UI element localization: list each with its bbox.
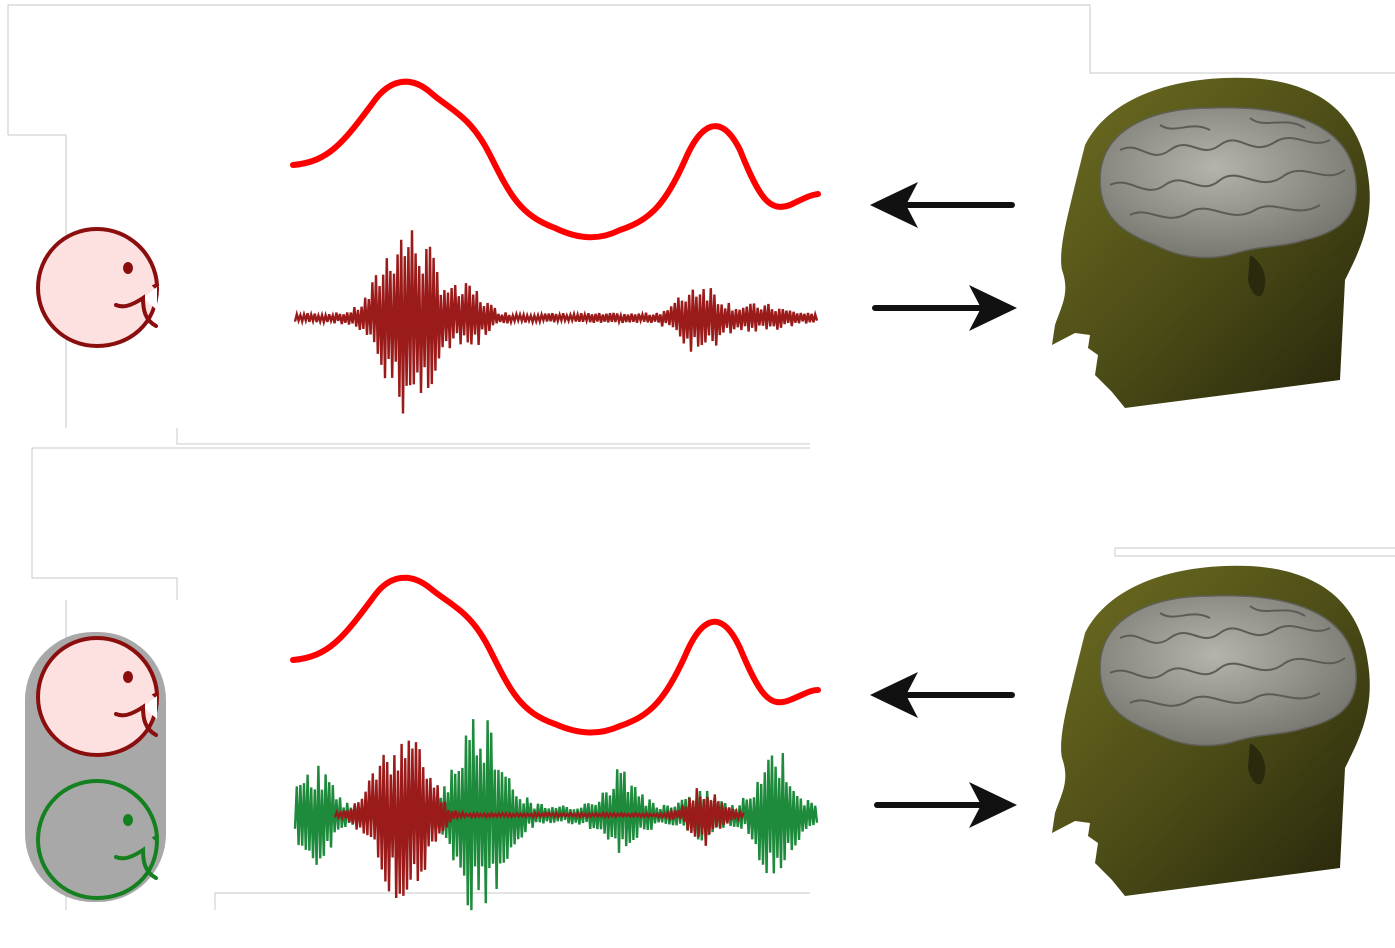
panel-two-talkers — [25, 565, 1370, 911]
head-with-brain-icon — [1052, 565, 1370, 896]
eye-icon — [123, 814, 133, 826]
eye-icon — [123, 671, 133, 683]
audio-waveform-speaker-a — [333, 740, 745, 899]
head-with-brain-icon — [1052, 77, 1370, 408]
envelope-from-brain-arrow — [870, 182, 1015, 228]
sound-to-listener-arrow — [872, 285, 1017, 331]
speech-envelope-line — [290, 78, 821, 241]
eye-icon — [123, 262, 133, 274]
panel-single-talker — [35, 77, 1370, 414]
talker-face-icon — [35, 226, 160, 349]
talker-face-icon — [35, 635, 160, 758]
audio-waveform-speaker-a — [293, 230, 819, 414]
sound-to-listener-arrow — [874, 782, 1017, 828]
talker-face-icon — [35, 778, 160, 901]
envelope-from-brain-arrow — [870, 672, 1015, 718]
speech-envelope-line — [290, 574, 821, 736]
